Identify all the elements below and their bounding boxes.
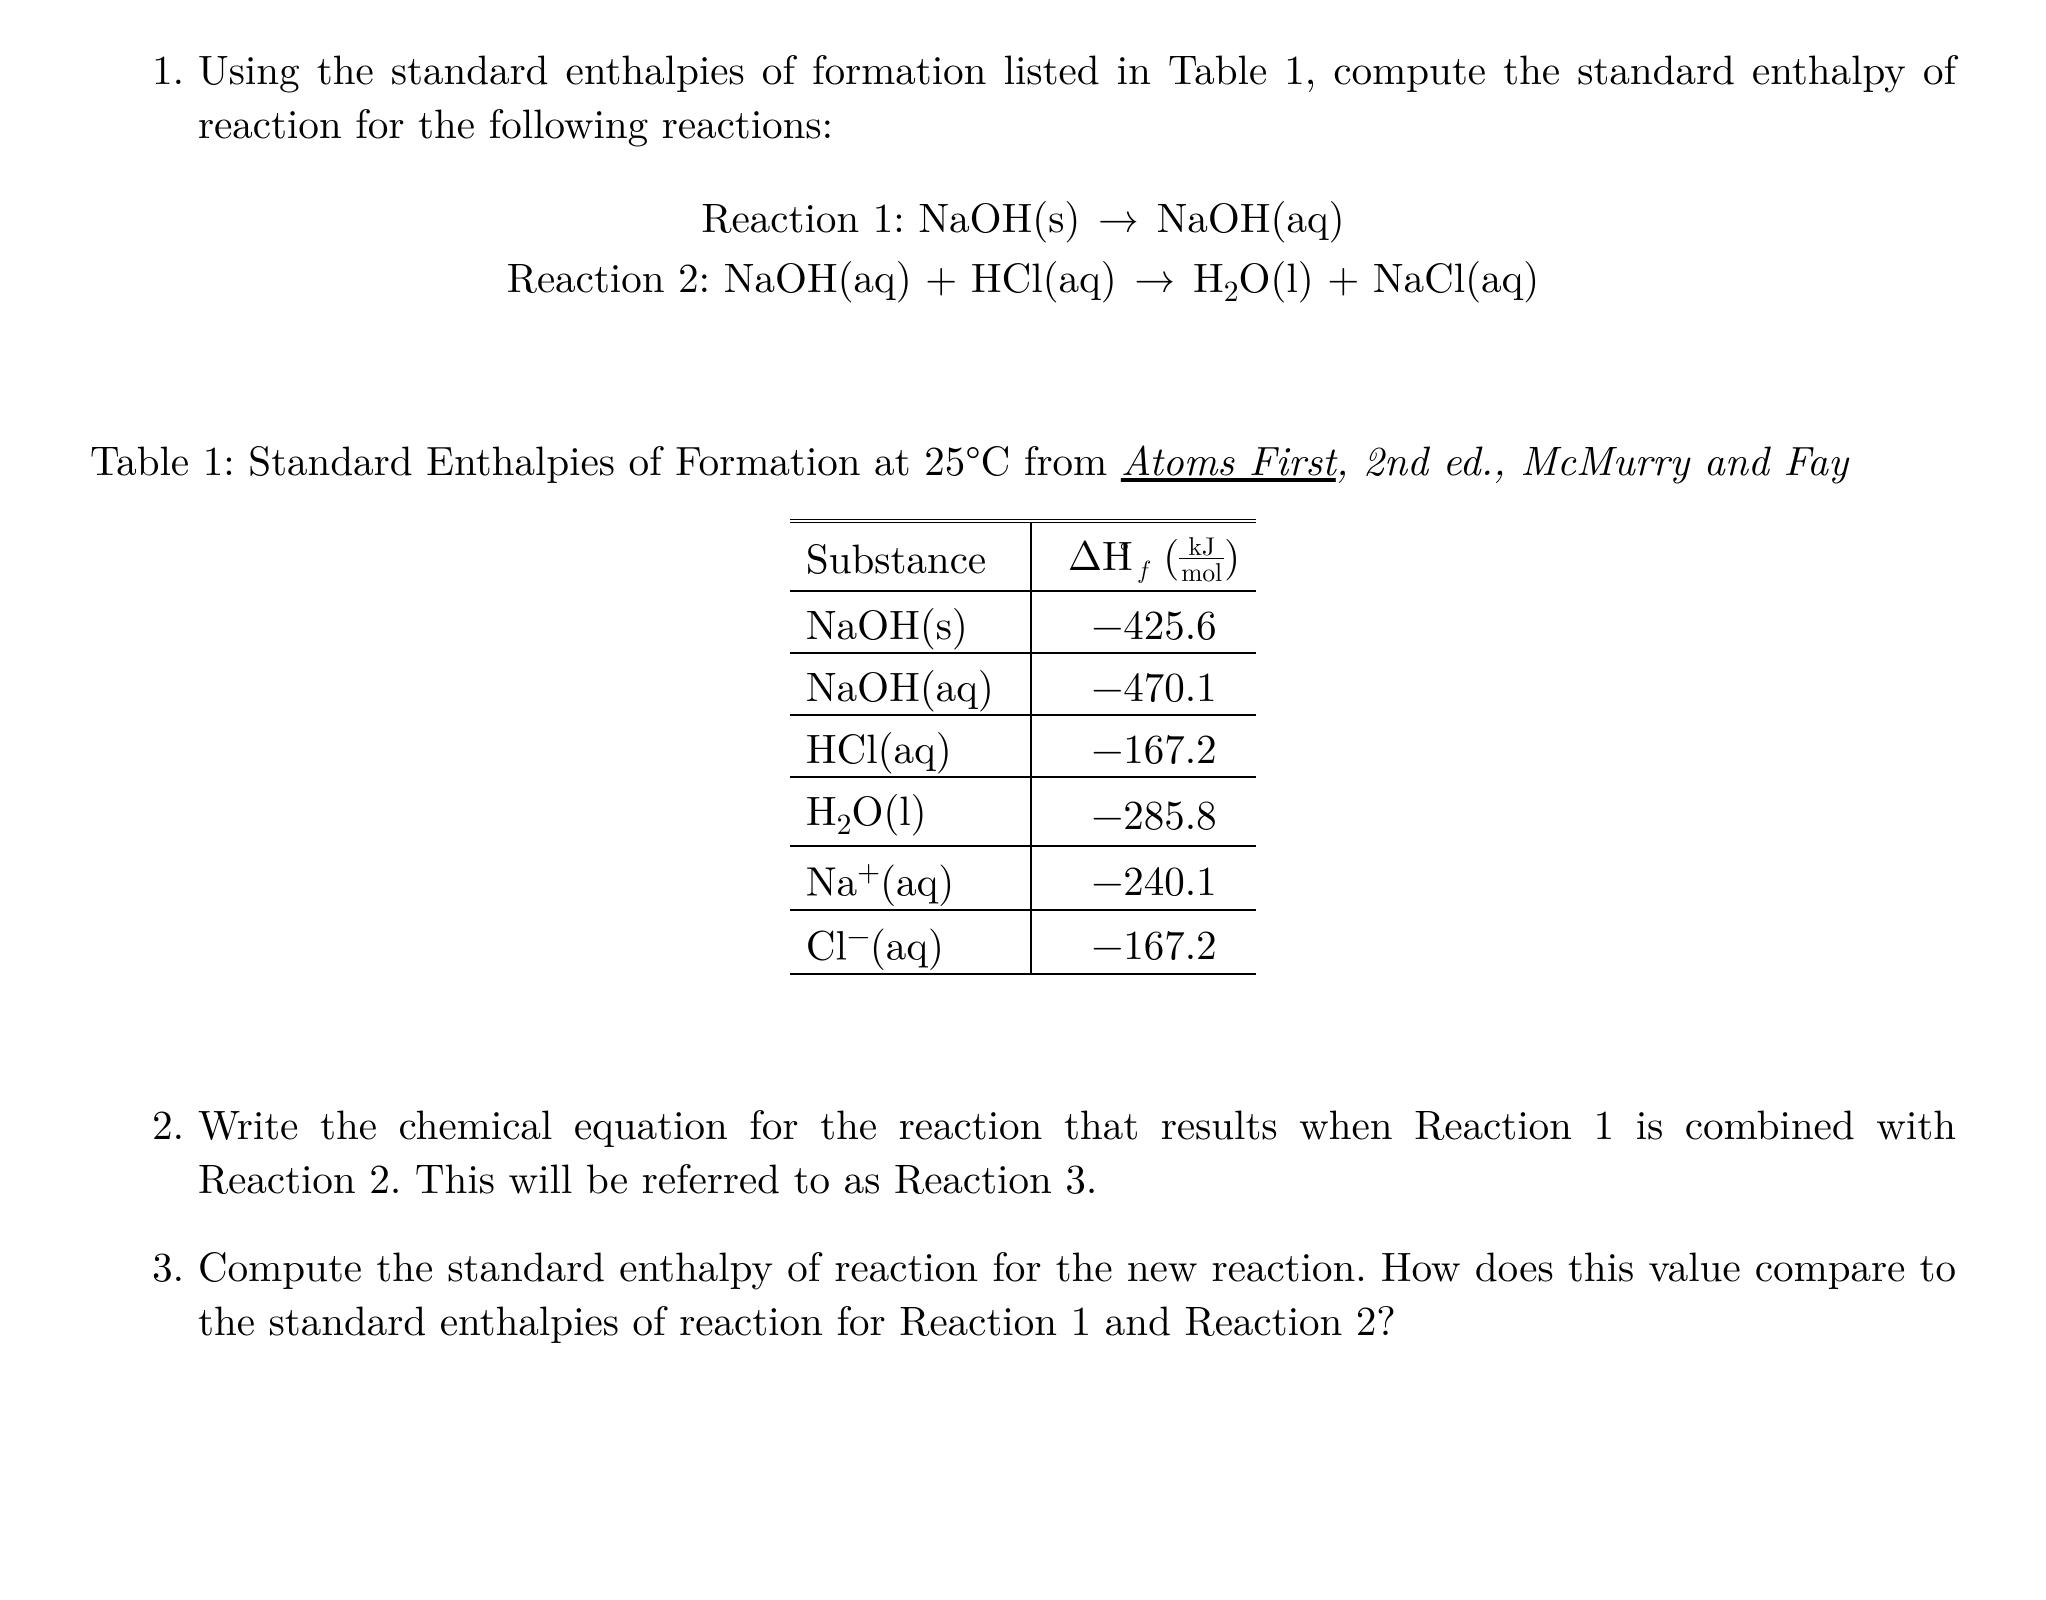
table-row: H2O(l)−285.8: [790, 777, 1256, 846]
reaction-1: Reaction 1: NaOH(s) → NaOH(aq): [90, 186, 1956, 245]
questions-2-3: 2. Write the chemical equation for the r…: [90, 1095, 1956, 1345]
reaction-2-rhs-a: H2O(l): [1193, 246, 1314, 304]
table-header-row: Substance ΔH°f (kJmol): [790, 521, 1256, 591]
table-row: HCl(aq)−167.2: [790, 715, 1256, 777]
list-marker: 1.: [126, 40, 198, 148]
list-marker: 3.: [126, 1237, 198, 1345]
question-3-text: Compute the standard enthalpy of reactio…: [198, 1237, 1956, 1345]
table-caption: Table 1: Standard Enthalpies of Formatio…: [90, 431, 1956, 485]
reaction-1-rhs: NaOH(aq): [1157, 186, 1345, 244]
value-cell: −167.2: [1031, 910, 1256, 974]
caption-lead: Table 1: Standard Enthalpies of Formatio…: [90, 429, 1121, 487]
arrow-icon: →: [1094, 186, 1143, 245]
value-cell: −167.2: [1031, 715, 1256, 777]
plus-text: +: [1314, 246, 1373, 304]
reaction-2-rhs-b: NaCl(aq): [1373, 246, 1539, 304]
list-item: 2. Write the chemical equation for the r…: [126, 1095, 1956, 1203]
reaction-2: Reaction 2: NaOH(aq) + HCl(aq) → H2O(l) …: [90, 246, 1956, 311]
reaction-2-lhs-b: HCl(aq): [971, 246, 1117, 304]
reaction-2-lhs-a: NaOH(aq): [724, 246, 912, 304]
caption-source-title: Atoms First: [1121, 429, 1336, 487]
list-marker: 2.: [126, 1095, 198, 1203]
rhs-a-tail: O(l): [1239, 246, 1314, 304]
rhs-a-sub: 2: [1224, 268, 1239, 310]
value-cell: −240.1: [1031, 846, 1256, 910]
value-cell: −425.6: [1031, 591, 1256, 653]
list-item: 1. Using the standard enthalpies of form…: [126, 40, 1956, 148]
col-substance-header: Substance: [790, 521, 1031, 591]
table-row: NaOH(s)−425.6: [790, 591, 1256, 653]
reaction-1-lhs: NaOH(s): [918, 186, 1080, 244]
table-row: NaOH(aq)−470.1: [790, 653, 1256, 715]
value-cell: −470.1: [1031, 653, 1256, 715]
enthalpy-table: Substance ΔH°f (kJmol) NaOH(s)−425.6NaOH…: [790, 519, 1256, 975]
table-row: Cl−(aq)−167.2: [790, 910, 1256, 974]
substance-cell: Cl−(aq): [790, 910, 1031, 974]
substance-cell: HCl(aq): [790, 715, 1031, 777]
unit-fraction: kJmol: [1179, 533, 1224, 585]
col-value-header: ΔH°f (kJmol): [1031, 521, 1256, 591]
caption-source-tail: , 2nd ed., McMurry and Fay: [1336, 429, 1848, 487]
plus-text: +: [912, 246, 971, 304]
reaction-2-label: Reaction 2:: [507, 246, 724, 304]
question-1-text: Using the standard enthalpies of formati…: [198, 40, 1956, 148]
table-row: Na+(aq)−240.1: [790, 846, 1256, 910]
f-subscript: f: [1139, 551, 1147, 586]
substance-cell: NaOH(s): [790, 591, 1031, 653]
deg-superscript: °: [1120, 533, 1129, 568]
page: 1. Using the standard enthalpies of form…: [0, 0, 2046, 1600]
substance-cell: NaOH(aq): [790, 653, 1031, 715]
substance-cell: H2O(l): [790, 777, 1031, 846]
reaction-block: Reaction 1: NaOH(s) → NaOH(aq) Reaction …: [90, 186, 1956, 310]
list-item: 3. Compute the standard enthalpy of reac…: [126, 1237, 1956, 1345]
question-1: 1. Using the standard enthalpies of form…: [90, 40, 1956, 148]
rhs-a-base: H: [1193, 246, 1224, 304]
arrow-icon: →: [1130, 246, 1179, 305]
reaction-1-label: Reaction 1:: [701, 186, 918, 244]
unit-den: mol: [1179, 559, 1224, 584]
question-2-text: Write the chemical equation for the reac…: [198, 1095, 1956, 1203]
value-cell: −285.8: [1031, 777, 1256, 846]
substance-cell: Na+(aq): [790, 846, 1031, 910]
